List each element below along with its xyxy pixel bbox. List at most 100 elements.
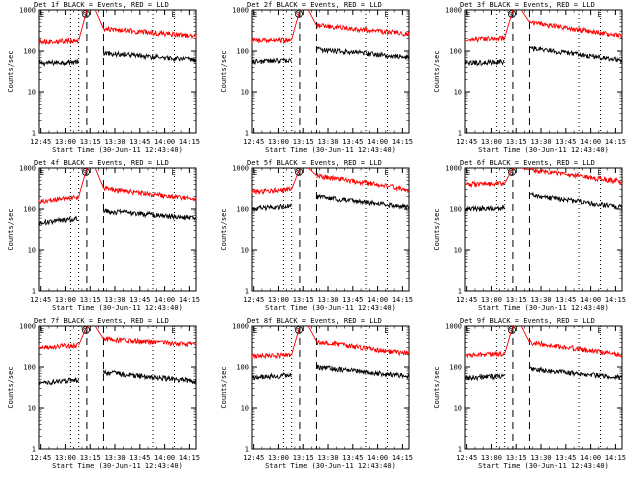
lld-series-segment (103, 25, 197, 39)
y-tick-label: 1 (458, 130, 462, 138)
x-axis-label: Start Time (30-Jun-11 12:43:40) (478, 146, 609, 154)
x-tick-label: 13:30 (317, 296, 338, 304)
lld-series-segment (38, 37, 79, 46)
panel-title: Det 6f BLACK = Events, RED = LLD (460, 159, 595, 167)
detector-panel-1: Det 1f BLACK = Events, RED = LLD 1 10 100 10… (7, 1, 200, 154)
annotation-e: E (466, 11, 470, 19)
lld-series-segment (251, 352, 292, 360)
y-tick-label: 10 (241, 247, 249, 255)
y-tick-label: 100 (23, 48, 36, 56)
events-series-segment (38, 376, 79, 386)
lld-series-segment (504, 167, 514, 184)
lld-series-segment (291, 325, 301, 355)
x-tick-label: 13:45 (555, 138, 576, 146)
annotation-e: E (253, 327, 257, 335)
events-series-segment (103, 50, 197, 63)
x-tick-label: 13:45 (555, 296, 576, 304)
x-tick-label: 14:15 (605, 138, 626, 146)
annotation-e: E (40, 327, 44, 335)
x-tick-label: 14:00 (154, 138, 175, 146)
y-tick-label: 1000 (445, 165, 462, 173)
annotation-e: E (172, 169, 176, 177)
x-tick-label: 12:45 (243, 454, 264, 462)
y-tick-label: 1 (245, 288, 249, 296)
x-tick-label: 12:45 (456, 138, 477, 146)
events-series-segment (251, 372, 292, 381)
y-tick-label: 1 (458, 288, 462, 296)
annotation-e: E (466, 327, 470, 335)
x-tick-label: 14:00 (580, 138, 601, 146)
lld-series-segment (103, 185, 197, 202)
detector-panel-6: Det 6f BLACK = Events, RED = LLD 1 10 100 10… (433, 159, 626, 312)
lld-series-segment (103, 335, 197, 348)
x-tick-label: 13:00 (268, 296, 289, 304)
lld-series-segment (38, 342, 79, 351)
plot-frame (251, 9, 410, 134)
events-series-segment (38, 59, 79, 67)
y-tick-label: 100 (23, 364, 36, 372)
x-tick-label: 12:45 (456, 296, 477, 304)
y-tick-label: 1 (458, 446, 462, 454)
annotation-e: E (253, 169, 257, 177)
x-tick-label: 13:45 (129, 454, 150, 462)
x-tick-label: 13:00 (268, 454, 289, 462)
events-series-segment (464, 372, 505, 382)
y-tick-label: 1 (32, 446, 36, 454)
y-tick-label: 1000 (232, 323, 249, 331)
x-tick-label: 13:30 (530, 296, 551, 304)
x-tick-label: 14:15 (392, 296, 413, 304)
y-tick-label: 10 (454, 405, 462, 413)
lld-series-segment (316, 339, 410, 357)
x-tick-label: 13:00 (481, 296, 502, 304)
plot-frame (464, 325, 623, 450)
panel-title: Det 9f BLACK = Events, RED = LLD (460, 317, 595, 325)
annotation-e: E (385, 169, 389, 177)
plot-frame (464, 167, 623, 292)
x-tick-label: 13:30 (317, 454, 338, 462)
x-tick-label: 13:30 (530, 138, 551, 146)
annotation-s: S (296, 11, 300, 19)
x-tick-label: 12:45 (243, 138, 264, 146)
x-tick-label: 14:00 (367, 454, 388, 462)
annotation-e: E (598, 11, 602, 19)
annotation-e: E (385, 327, 389, 335)
lld-series-segment (307, 9, 317, 26)
annotation-s: S (83, 11, 87, 19)
x-tick-label: 14:15 (605, 296, 626, 304)
y-tick-label: 10 (454, 89, 462, 97)
saa-circle-marker (295, 10, 303, 18)
x-tick-label: 13:15 (80, 454, 101, 462)
events-series-segment (529, 191, 623, 210)
x-tick-label: 14:15 (605, 454, 626, 462)
lld-series-segment (529, 167, 623, 186)
x-tick-label: 13:15 (506, 454, 527, 462)
y-axis-label: Counts/sec (220, 208, 228, 250)
x-tick-label: 14:15 (179, 454, 200, 462)
x-tick-label: 13:45 (342, 454, 363, 462)
y-tick-label: 1 (32, 288, 36, 296)
x-tick-label: 13:30 (104, 296, 125, 304)
panel-title: Det 8f BLACK = Events, RED = LLD (247, 317, 382, 325)
x-axis-label: Start Time (30-Jun-11 12:43:40) (52, 304, 183, 312)
events-series-segment (529, 366, 623, 381)
y-axis-label: Counts/sec (433, 50, 441, 92)
annotation-e: E (40, 11, 44, 19)
y-tick-label: 1000 (232, 165, 249, 173)
y-tick-label: 10 (28, 247, 36, 255)
y-tick-label: 100 (449, 206, 462, 214)
events-series-segment (316, 364, 410, 380)
y-tick-label: 1000 (445, 323, 462, 331)
events-series-segment (103, 369, 197, 385)
annotation-e: E (598, 327, 602, 335)
x-tick-label: 13:30 (104, 454, 125, 462)
detector-panel-3: Det 3f BLACK = Events, RED = LLD 1 10 100 10… (433, 1, 626, 154)
y-axis-label: Counts/sec (220, 366, 228, 408)
lld-series-segment (316, 22, 410, 38)
plot-frame (38, 325, 197, 450)
lld-series-segment (464, 180, 505, 189)
annotation-e: E (598, 169, 602, 177)
x-axis-label: Start Time (30-Jun-11 12:43:40) (265, 462, 396, 470)
lld-series-segment (38, 194, 79, 205)
lld-series-segment (464, 35, 505, 43)
y-tick-label: 1000 (445, 7, 462, 15)
